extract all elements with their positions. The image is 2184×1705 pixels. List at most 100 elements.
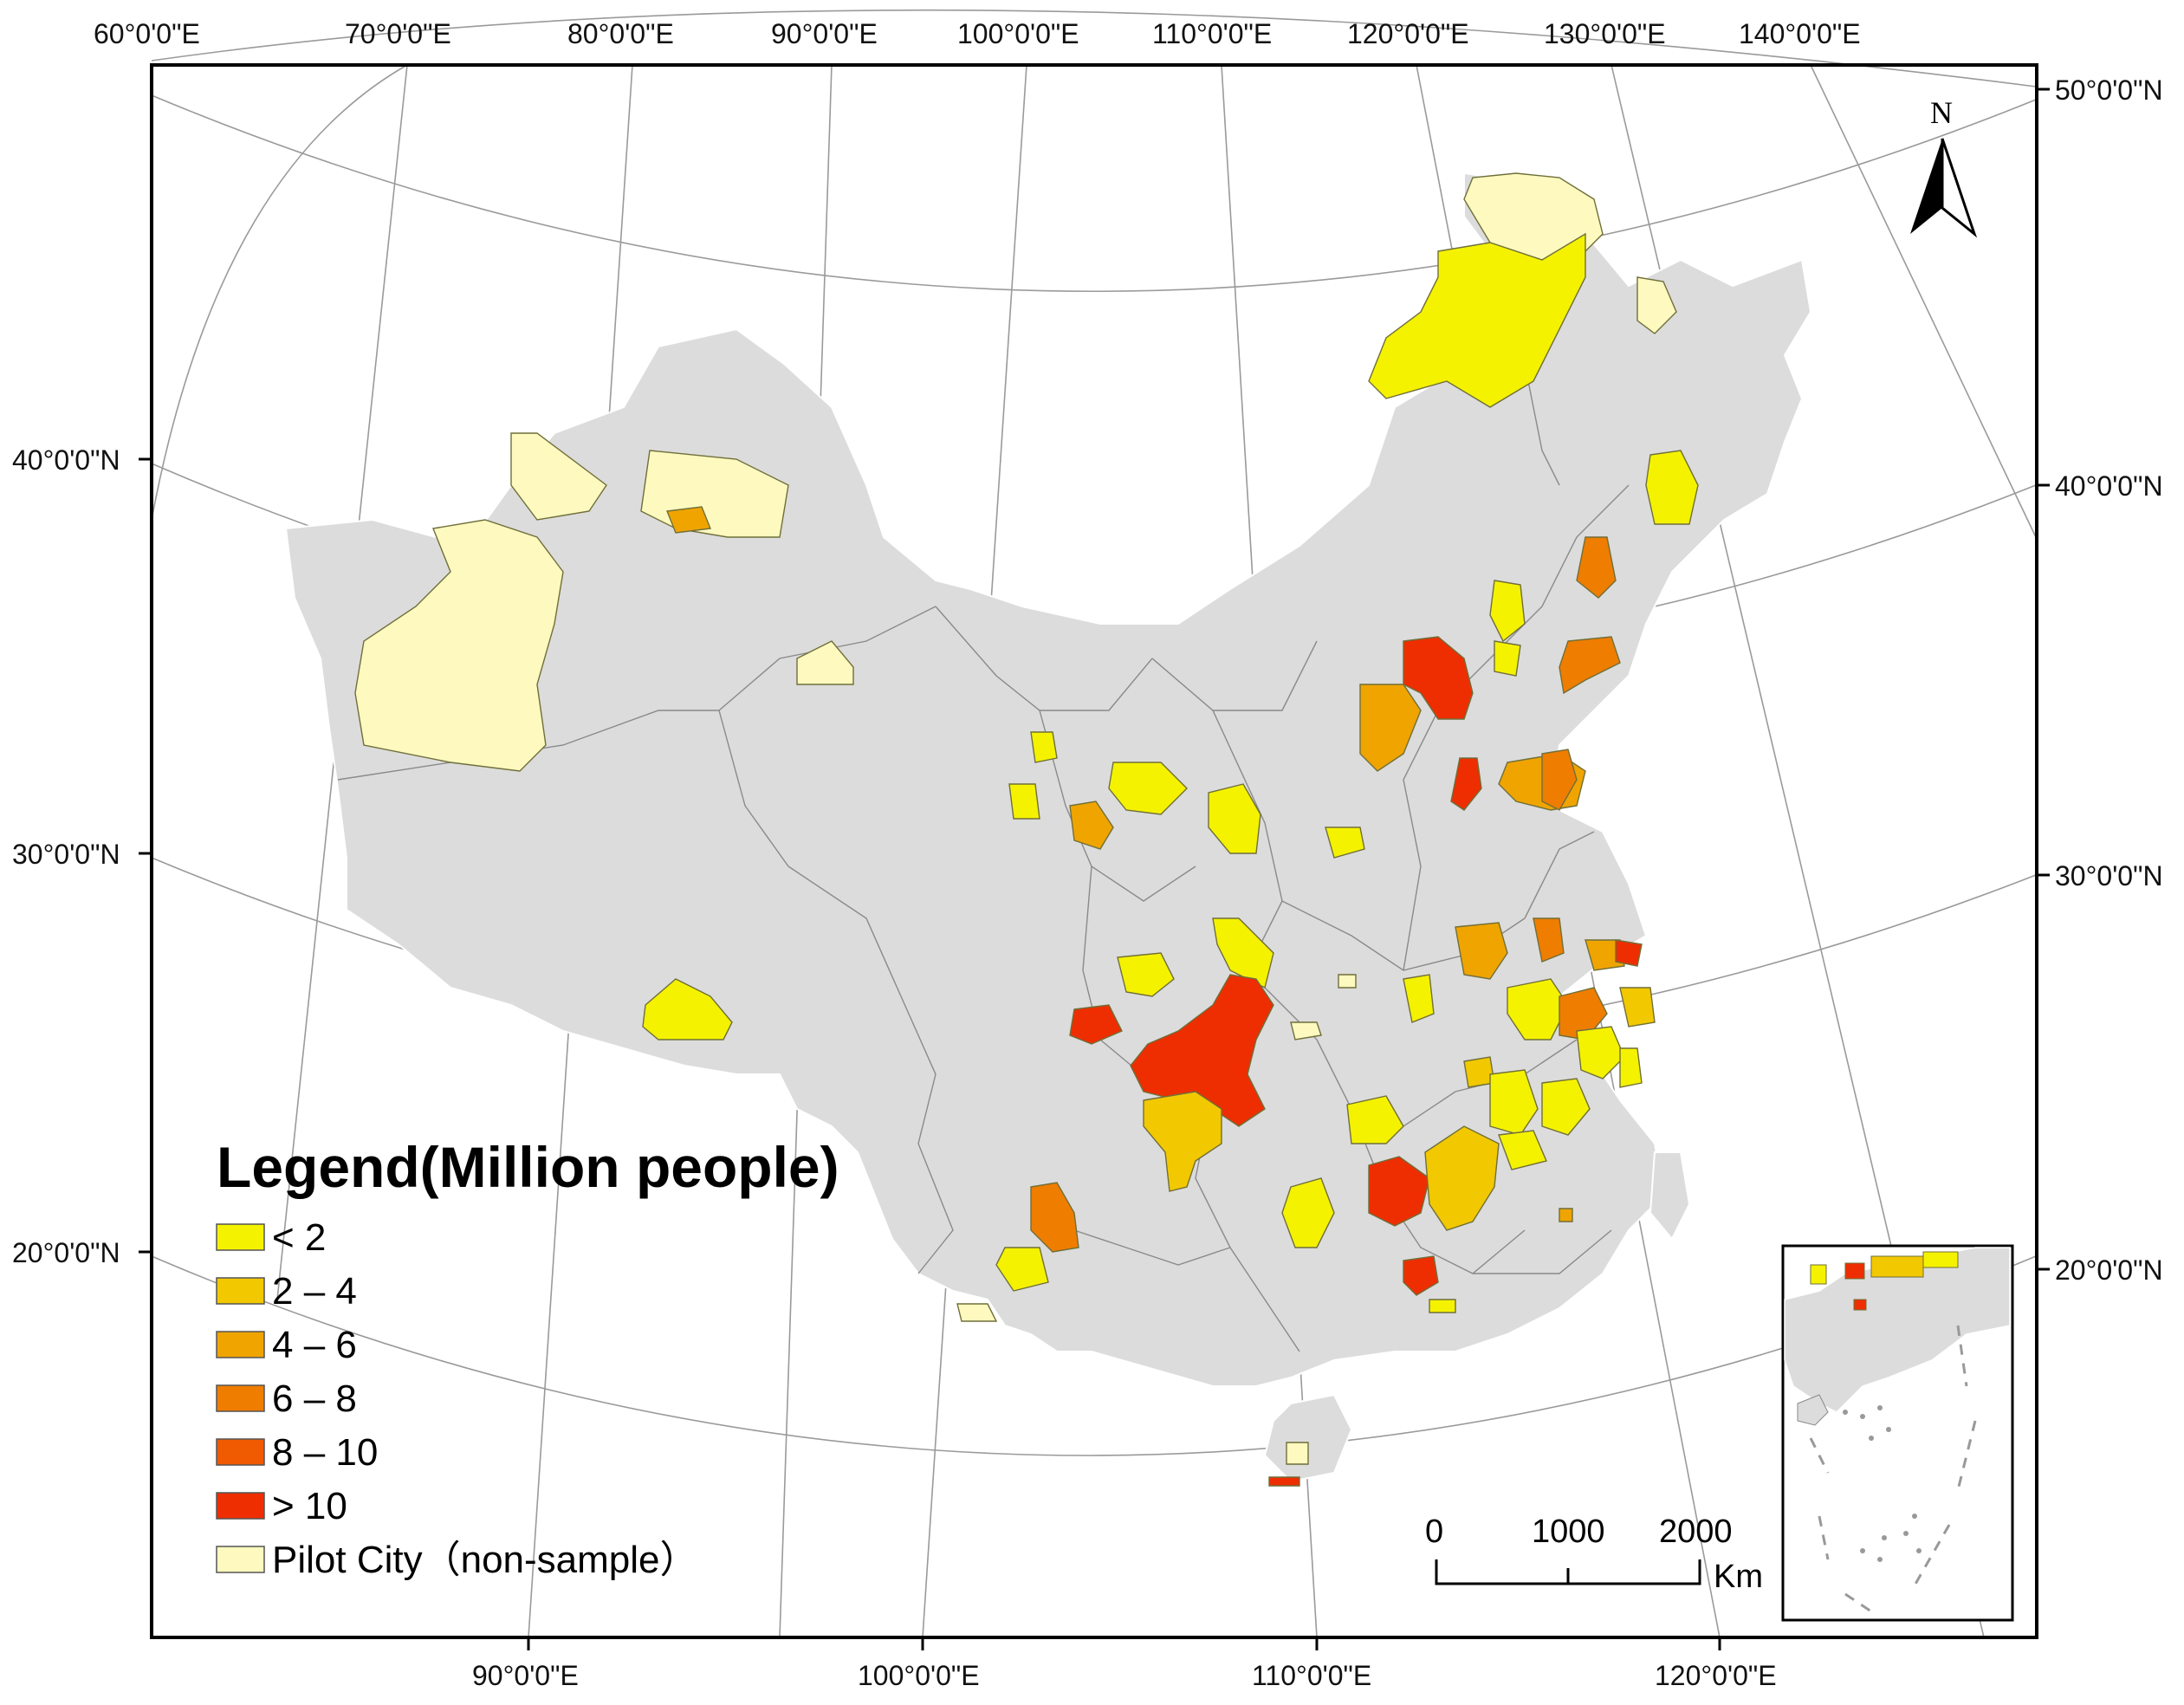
lon-label-top: 90°0'0"E bbox=[771, 18, 878, 49]
legend-swatch bbox=[216, 1277, 265, 1305]
city-polygon[interactable] bbox=[642, 978, 733, 1041]
legend-label: > 10 bbox=[272, 1485, 347, 1527]
scale-tick-0: 0 bbox=[1425, 1514, 1443, 1550]
city-polygon[interactable] bbox=[1403, 974, 1435, 1023]
city-polygon[interactable] bbox=[1359, 684, 1422, 772]
city-polygon[interactable] bbox=[1429, 1299, 1456, 1313]
lat-label-right: 40°0'0"N bbox=[2055, 470, 2163, 502]
city-polygon[interactable] bbox=[1533, 917, 1565, 963]
lon-label-top: 120°0'0"E bbox=[1347, 18, 1469, 49]
lat-label-left: 30°0'0"N bbox=[12, 839, 120, 870]
city-polygon[interactable] bbox=[1338, 974, 1357, 989]
north-arrow-icon bbox=[1910, 138, 1978, 238]
legend-swatch bbox=[216, 1223, 265, 1251]
city-polygon[interactable] bbox=[1498, 1130, 1547, 1170]
lon-label-bottom: 110°0'0"E bbox=[1252, 1660, 1371, 1691]
city-polygon[interactable] bbox=[510, 432, 607, 521]
city-polygon[interactable] bbox=[1403, 636, 1474, 720]
city-polygon[interactable] bbox=[1576, 1026, 1625, 1079]
city-polygon[interactable] bbox=[1403, 1255, 1439, 1296]
city-polygon[interactable] bbox=[1636, 276, 1677, 334]
city-polygon[interactable] bbox=[796, 640, 854, 685]
city-polygon[interactable] bbox=[1208, 783, 1261, 854]
city-polygon[interactable] bbox=[1325, 827, 1365, 859]
city-polygon[interactable] bbox=[1455, 922, 1508, 980]
lon-label-top: 100°0'0"E bbox=[957, 18, 1079, 49]
city-polygon[interactable] bbox=[666, 506, 711, 534]
city-polygon[interactable] bbox=[1489, 1069, 1539, 1136]
lon-label-bottom: 120°0'0"E bbox=[1655, 1660, 1777, 1691]
scale-bar: 0 1000 2000 Km bbox=[1425, 1514, 1763, 1595]
city-polygon[interactable] bbox=[1424, 1125, 1500, 1231]
city-polygon[interactable] bbox=[1494, 640, 1521, 677]
city-polygon[interactable] bbox=[1368, 1156, 1430, 1227]
scale-unit: Km bbox=[1714, 1559, 1763, 1595]
legend-label: 8 – 10 bbox=[272, 1431, 378, 1474]
city-polygon[interactable] bbox=[1576, 536, 1617, 599]
city-polygon[interactable] bbox=[1143, 1091, 1222, 1192]
city-polygon[interactable] bbox=[1619, 1047, 1643, 1088]
city-polygon[interactable] bbox=[1541, 749, 1578, 811]
city-polygon[interactable] bbox=[1030, 731, 1058, 763]
right-latitude-labels: 50°0'0"N 40°0'0"N 30°0'0"N 20°0'0"N bbox=[2055, 75, 2163, 1286]
legend-label: 4 – 6 bbox=[272, 1324, 357, 1366]
city-polygon[interactable] bbox=[1286, 1442, 1309, 1465]
map-frame bbox=[150, 63, 2038, 1639]
city-polygon[interactable] bbox=[1489, 580, 1526, 643]
city-polygon[interactable] bbox=[995, 1247, 1049, 1292]
lon-label-bottom: 90°0'0"E bbox=[472, 1660, 579, 1691]
legend-swatch bbox=[216, 1546, 265, 1573]
lon-label-top: 80°0'0"E bbox=[567, 18, 674, 49]
city-polygon[interactable] bbox=[1212, 917, 1274, 989]
city-polygon[interactable] bbox=[1559, 1208, 1573, 1222]
city-polygon[interactable] bbox=[1069, 801, 1114, 850]
legend-label: Pilot City（non-sample） bbox=[272, 1539, 698, 1581]
legend-swatch bbox=[216, 1492, 265, 1520]
lat-label-right: 50°0'0"N bbox=[2055, 75, 2163, 106]
lat-label-right: 30°0'0"N bbox=[2055, 860, 2163, 891]
city-polygon[interactable] bbox=[1290, 1021, 1322, 1041]
city-polygon[interactable] bbox=[1450, 757, 1482, 811]
top-longitude-labels: 60°0'0"E 70°0'0"E 80°0'0"E 90°0'0"E 100°… bbox=[94, 18, 1861, 49]
legend-swatch bbox=[216, 1331, 265, 1358]
legend-swatch bbox=[216, 1438, 265, 1466]
lon-label-bottom: 100°0'0"E bbox=[858, 1660, 980, 1691]
city-polygon[interactable] bbox=[1645, 450, 1699, 525]
city-polygon[interactable] bbox=[1559, 636, 1621, 695]
scale-tick-2000: 2000 bbox=[1659, 1514, 1733, 1550]
lon-label-top: 110°0'0"E bbox=[1152, 18, 1272, 49]
city-polygon[interactable] bbox=[1559, 987, 1608, 1041]
lat-label-left: 20°0'0"N bbox=[12, 1237, 120, 1268]
city-polygon[interactable] bbox=[1130, 974, 1274, 1127]
lat-label-left: 40°0'0"N bbox=[12, 444, 120, 476]
south-china-sea-inset bbox=[1781, 1244, 2014, 1622]
lon-label-top: 70°0'0"E bbox=[345, 18, 451, 49]
city-polygon[interactable] bbox=[1541, 1078, 1591, 1136]
legend-title: Legend(Million people) bbox=[217, 1135, 839, 1199]
bottom-longitude-labels: 90°0'0"E 100°0'0"E 110°0'0"E 120°0'0"E bbox=[472, 1660, 1777, 1691]
legend: Legend(Million people) < 2 2 – 4 4 – 6 6… bbox=[216, 1135, 839, 1581]
city-polygon[interactable] bbox=[1368, 232, 1586, 408]
legend-label: 2 – 4 bbox=[272, 1270, 357, 1313]
city-polygon[interactable] bbox=[1585, 939, 1625, 971]
lon-label-top: 60°0'0"E bbox=[94, 18, 200, 49]
city-polygon[interactable] bbox=[1117, 952, 1175, 997]
city-polygon[interactable] bbox=[1268, 1476, 1300, 1487]
legend-label: 6 – 8 bbox=[272, 1378, 357, 1420]
city-polygon[interactable] bbox=[1507, 978, 1569, 1041]
lon-label-top: 140°0'0"E bbox=[1739, 18, 1861, 49]
city-polygon[interactable] bbox=[956, 1303, 998, 1322]
city-polygon[interactable] bbox=[1008, 783, 1040, 820]
north-label: N bbox=[1930, 95, 1953, 130]
city-polygon[interactable] bbox=[354, 519, 564, 772]
city-polygon[interactable] bbox=[1619, 987, 1656, 1028]
city-polygons bbox=[354, 172, 1699, 1487]
city-polygon[interactable] bbox=[1069, 1004, 1123, 1045]
city-polygon[interactable] bbox=[1281, 1177, 1335, 1248]
city-polygon[interactable] bbox=[1615, 939, 1643, 967]
lat-label-right: 20°0'0"N bbox=[2055, 1254, 2163, 1286]
north-arrow: N bbox=[1910, 95, 1978, 238]
city-polygon[interactable] bbox=[1346, 1095, 1404, 1144]
city-polygon[interactable] bbox=[1030, 1182, 1079, 1253]
city-polygon[interactable] bbox=[1108, 762, 1188, 815]
